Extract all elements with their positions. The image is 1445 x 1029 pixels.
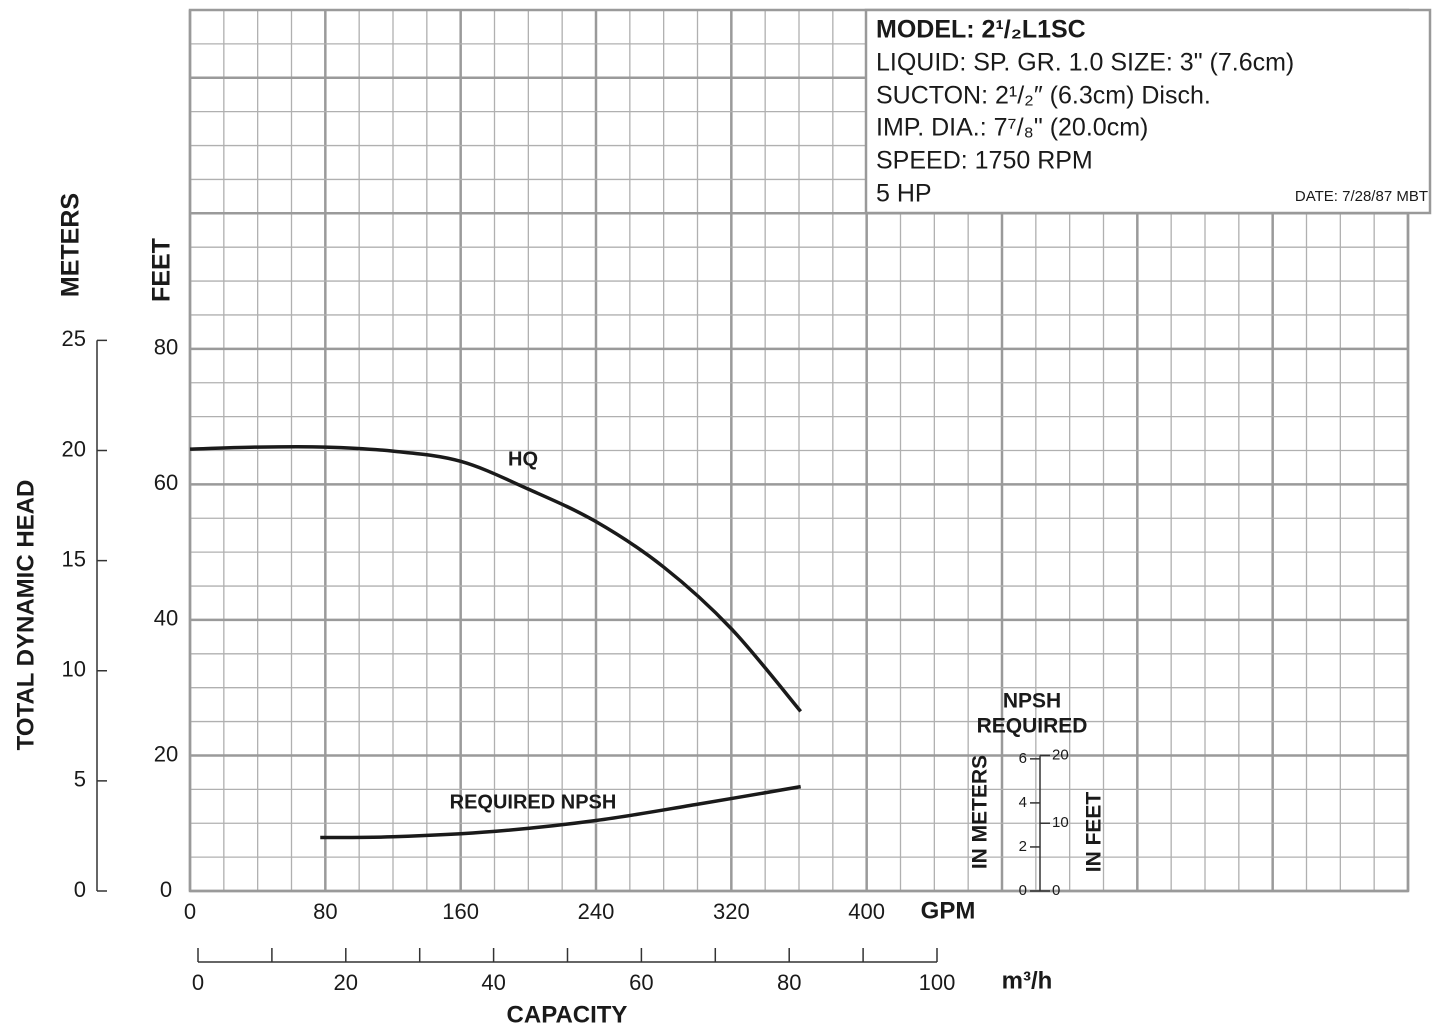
y-tick-label: 0: [160, 877, 172, 902]
info-suction: SUCTON: 2¹/₂″ (6.3cm) Disch.: [876, 82, 1211, 110]
x2-tick-label: 60: [629, 970, 653, 995]
y-label: TOTAL DYNAMIC HEAD: [12, 480, 39, 751]
y2-unit: METERS: [57, 193, 85, 297]
curve: [189, 444, 803, 713]
x-tick-label: 80: [313, 899, 337, 924]
info-power: 5 HP: [876, 180, 932, 208]
x2-tick-label: 80: [777, 970, 801, 995]
npsh-meter-label: 6: [1019, 750, 1027, 767]
x-tick-label: 320: [713, 899, 750, 924]
npsh-feet-label: 20: [1052, 746, 1069, 763]
y2-tick-label: 15: [62, 546, 86, 571]
x2-tick-label: 100: [919, 970, 956, 995]
x-tick-label: 160: [442, 899, 479, 924]
y2-tick-label: 25: [62, 326, 86, 351]
plot-frame: [188, 8, 1410, 893]
y2-tick-label: 20: [62, 436, 86, 461]
y-tick-label: 80: [154, 335, 178, 360]
y-tick-label: 20: [154, 741, 178, 766]
y2-tick-label: 10: [62, 657, 86, 682]
series-label: HQ: [508, 448, 538, 470]
npsh-feet-label: 0: [1052, 882, 1060, 899]
npsh-left-label: IN METERS: [969, 755, 992, 869]
x2-unit: m³/h: [1002, 967, 1053, 994]
npsh-right-label: IN FEET: [1083, 792, 1106, 873]
x-tick-label: 240: [578, 899, 615, 924]
npsh-meter-label: 0: [1019, 882, 1027, 899]
x-label: CAPACITY: [507, 1001, 628, 1028]
y-tick-label: 60: [154, 470, 178, 495]
x2-tick-label: 40: [481, 970, 505, 995]
info-date: DATE: 7/28/87 MBT: [1295, 188, 1428, 205]
curve: [320, 784, 801, 840]
info-model: MODEL: 2¹/₂L1SC: [876, 16, 1086, 44]
x2-tick-label: 20: [334, 970, 358, 995]
x-unit: GPM: [921, 897, 976, 924]
info-speed: SPEED: 1750 RPM: [876, 147, 1093, 175]
npsh-meter-label: 4: [1019, 794, 1027, 811]
x2-tick-label: 0: [192, 970, 204, 995]
npsh-feet-label: 10: [1052, 814, 1069, 831]
grid: [188, 8, 1410, 893]
y2-tick-label: 0: [74, 877, 86, 902]
y-unit: FEET: [148, 238, 176, 302]
info-box: [864, 8, 1432, 215]
info-impeller: IMP. DIA.: 7⁷/₈" (20.0cm): [876, 114, 1148, 142]
series-label: REQUIRED NPSH: [450, 791, 617, 813]
x-tick-label: 0: [184, 899, 196, 924]
x-tick-label: 400: [848, 899, 885, 924]
y2-tick-label: 5: [74, 767, 86, 792]
npsh-title: NPSH: [1003, 690, 1061, 713]
y-tick-label: 40: [154, 606, 178, 631]
marks: [189, 444, 803, 840]
npsh-meter-label: 2: [1019, 838, 1027, 855]
info-liquid: LIQUID: SP. GR. 1.0 SIZE: 3" (7.6cm): [876, 49, 1294, 77]
npsh-title: REQUIRED: [977, 715, 1088, 738]
